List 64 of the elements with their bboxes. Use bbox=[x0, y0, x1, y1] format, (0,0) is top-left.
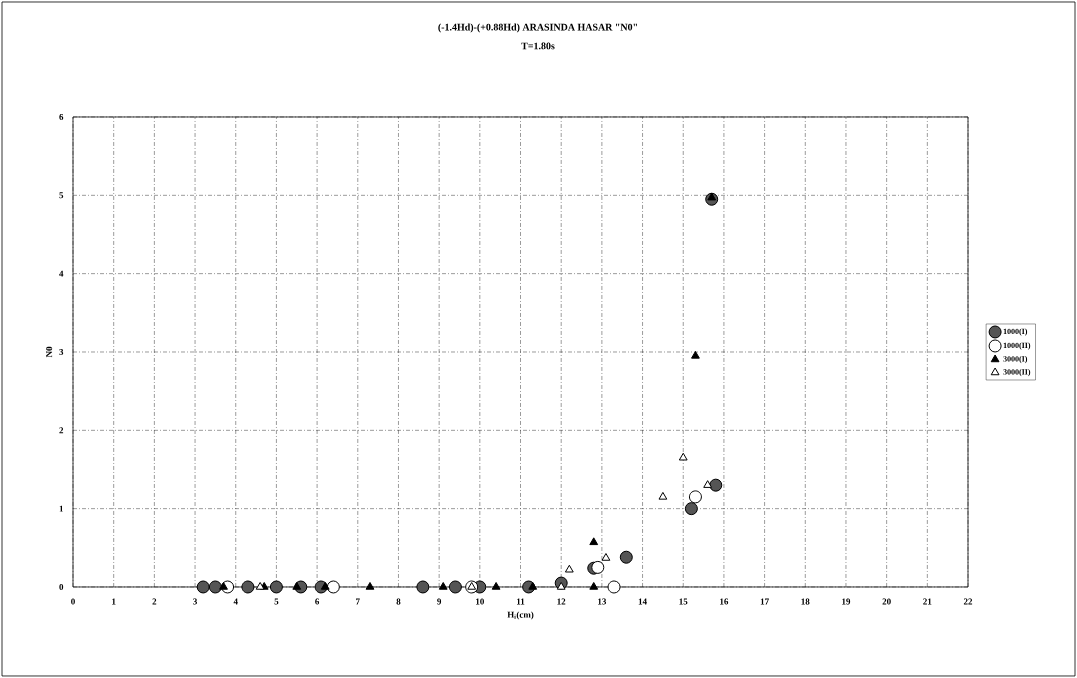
y-tick-label: 5 bbox=[59, 192, 64, 199]
point bbox=[589, 537, 599, 546]
x-tick-label: 6 bbox=[315, 598, 320, 605]
point bbox=[196, 580, 210, 594]
point bbox=[241, 580, 255, 594]
point bbox=[619, 550, 633, 564]
x-tick-label: 11 bbox=[516, 598, 525, 605]
chart-subtitle: T=1.80s bbox=[521, 42, 555, 50]
x-tick-label: 0 bbox=[71, 598, 75, 605]
chart-title: (-1.4Hd)-(+0.88Hd) ARASINDA HASAR "N0" bbox=[438, 23, 637, 33]
x-tick-label: 21 bbox=[923, 598, 932, 605]
point bbox=[607, 580, 621, 594]
x-tick-label: 3 bbox=[193, 598, 197, 605]
point bbox=[691, 350, 700, 359]
point bbox=[448, 580, 462, 594]
point bbox=[467, 581, 477, 590]
x-tick-label: 20 bbox=[882, 598, 891, 605]
x-tick-label: 18 bbox=[801, 598, 810, 605]
point bbox=[684, 502, 698, 516]
x-tick-label: 22 bbox=[963, 598, 973, 605]
y-tick-label: 3 bbox=[59, 348, 64, 355]
x-tick-label: 9 bbox=[437, 598, 442, 605]
point bbox=[707, 192, 717, 201]
x-axis-title: H$_{i}$(cm) bbox=[507, 611, 534, 620]
point bbox=[292, 581, 302, 590]
point bbox=[365, 581, 375, 590]
point bbox=[528, 581, 538, 590]
point bbox=[320, 581, 330, 590]
x-tick-label: 4 bbox=[233, 598, 238, 605]
x-tick-label: 16 bbox=[720, 598, 729, 605]
x-tick-label: 13 bbox=[598, 598, 607, 605]
x-tick-label: 19 bbox=[842, 598, 851, 605]
point bbox=[601, 553, 611, 561]
x-tick-label: 15 bbox=[679, 598, 688, 605]
x-tick-label: 10 bbox=[476, 598, 484, 605]
x-tick-label: 2 bbox=[152, 598, 157, 605]
point bbox=[326, 580, 340, 594]
y-axis-title: N0 bbox=[46, 346, 53, 358]
point bbox=[658, 491, 668, 500]
point bbox=[269, 580, 283, 594]
x-tick-label: 7 bbox=[356, 598, 360, 605]
point bbox=[208, 580, 222, 594]
x-tick-label: 12 bbox=[557, 598, 566, 605]
point bbox=[556, 581, 566, 590]
x-tick-label: 8 bbox=[396, 598, 401, 605]
point bbox=[416, 580, 430, 594]
y-tick-label: 2 bbox=[59, 427, 64, 434]
point bbox=[438, 581, 448, 590]
x-tick-label: 14 bbox=[638, 598, 647, 605]
point bbox=[564, 564, 574, 573]
point bbox=[255, 581, 265, 590]
y-tick-label: 1 bbox=[59, 505, 64, 512]
x-tick-label: 17 bbox=[760, 598, 769, 605]
x-tick-label: 5 bbox=[274, 598, 279, 605]
y-tick-label: 0 bbox=[59, 583, 64, 591]
point bbox=[491, 581, 501, 590]
y-tick-label: 6 bbox=[59, 113, 64, 120]
point bbox=[678, 452, 688, 461]
point bbox=[589, 581, 599, 590]
y-tick-label: 4 bbox=[59, 270, 64, 277]
point bbox=[591, 560, 605, 574]
point bbox=[709, 478, 723, 492]
x-tick-label: 1 bbox=[112, 598, 116, 605]
point bbox=[703, 480, 713, 488]
